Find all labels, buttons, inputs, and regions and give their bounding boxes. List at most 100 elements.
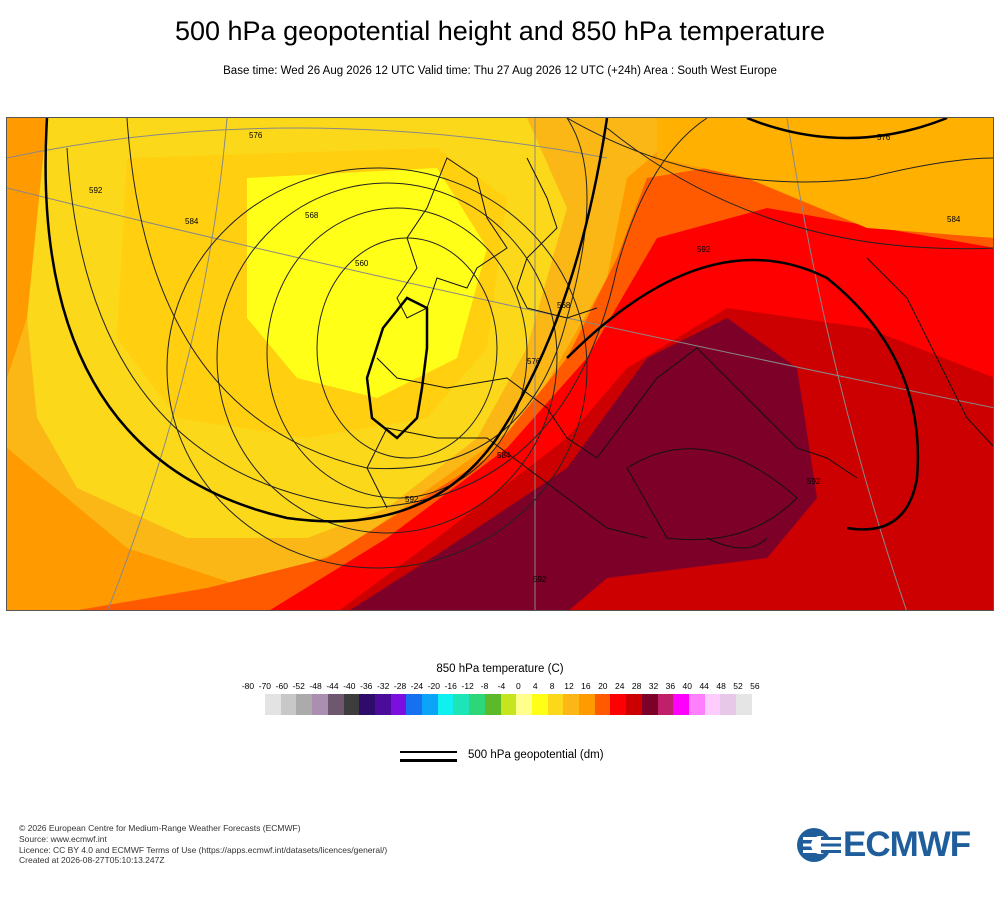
- colorbar-swatch: [704, 694, 721, 715]
- colorbar-tick-label: -32: [377, 681, 390, 691]
- colorbar-swatch: [437, 694, 454, 715]
- contour-label: 568: [305, 211, 319, 220]
- colorbar-swatch: [688, 694, 705, 715]
- geopotential-thick-contours: [44, 118, 948, 531]
- colorbar-swatch: [359, 694, 375, 715]
- colorbar-title: 850 hPa temperature (C): [436, 663, 564, 675]
- colorbar-swatch: [406, 694, 423, 715]
- colorbar-tick-label: 24: [614, 681, 625, 691]
- contour-label: 584: [185, 217, 199, 226]
- contour-label: 592: [807, 477, 821, 486]
- colorbar-tick-label: 28: [631, 681, 642, 691]
- contour-label: 568: [557, 301, 571, 310]
- temp-field-orange-w: [7, 118, 47, 378]
- contour-label: 584: [497, 451, 511, 460]
- colorbar-tick-label: 36: [665, 681, 676, 691]
- colorbar-tick-label: -44: [326, 681, 339, 691]
- ecmwf-emblem-icon: [797, 828, 841, 862]
- legend-line-thick: [400, 759, 457, 762]
- colorbar-swatch: [500, 694, 517, 715]
- colorbar-tick-label: 56: [750, 681, 760, 691]
- colorbar-swatch: [594, 694, 611, 715]
- contour-label: 576: [527, 357, 541, 366]
- temp-field-ne: [657, 118, 993, 238]
- map-svg: 576 568 560 584 592 576 584 592 568 576 …: [7, 118, 993, 610]
- colorbar-swatch: [547, 694, 564, 715]
- colorbar-swatch: [531, 694, 548, 715]
- colorbar-swatch: [563, 694, 580, 715]
- legend-line-thin: [400, 751, 457, 753]
- footer: © 2026 European Centre for Medium-Range …: [19, 823, 387, 866]
- colorbar-tick-label: 12: [564, 681, 574, 691]
- weather-map[interactable]: 576 568 560 584 592 576 584 592 568 576 …: [6, 117, 994, 611]
- colorbar-swatch: [280, 694, 297, 715]
- copyright-text: © 2026 European Centre for Medium-Range …: [19, 823, 301, 833]
- colorbar-swatch: [469, 694, 485, 715]
- created-text: Created at 2026-08-27T05:10:13.247Z: [19, 855, 165, 866]
- contour-label: 592: [405, 495, 419, 504]
- colorbar-tick-label: 40: [682, 681, 693, 691]
- colorbar-tick-label: -20: [427, 681, 440, 691]
- colorbar-tick-label: -24: [410, 681, 424, 691]
- colorbar-tick-label: -12: [461, 681, 474, 691]
- colorbar-swatch: [265, 694, 281, 715]
- contour-label: 576: [877, 133, 891, 142]
- colorbar-swatch: [296, 694, 313, 715]
- colorbar-tick-label: -4: [497, 681, 506, 691]
- geopotential-legend: 500 hPa geopotential (dm): [400, 748, 700, 766]
- colorbar-swatch: [657, 694, 674, 715]
- colorbar-swatch: [312, 694, 328, 715]
- graticule: [7, 118, 993, 610]
- colorbar-tick-label: 32: [648, 681, 659, 691]
- colorbar-swatch: [516, 694, 532, 715]
- colorbar-tick-label: -52: [292, 681, 305, 691]
- contour-label: 592: [533, 575, 547, 584]
- colorbar-swatch: [374, 694, 391, 715]
- contour-label: 592: [697, 245, 711, 254]
- geopotential-contours: [66, 118, 993, 569]
- colorbar-swatch: [343, 694, 360, 715]
- colorbar-tick-label: -36: [360, 681, 373, 691]
- chart-title: 500 hPa geopotential height and 850 hPa …: [174, 16, 825, 46]
- colorbar-tick-label: -60: [275, 681, 288, 691]
- colorbar-tick-label: 8: [549, 681, 555, 691]
- colorbar-swatch: [641, 694, 658, 715]
- colorbar-swatch: [673, 694, 689, 715]
- temp-field-hot-core: [350, 318, 817, 610]
- colorbar-tick-label: 52: [733, 681, 743, 691]
- colorbar-tick-label: 48: [716, 681, 726, 691]
- contour-label: 560: [355, 259, 369, 268]
- colorbar-tick-label: 4: [532, 681, 538, 691]
- colorbar-tick-label: -48: [309, 681, 322, 691]
- colorbar-swatch: [720, 694, 737, 715]
- coastlines: [366, 157, 993, 549]
- colorbar-tick-label: 44: [699, 681, 709, 691]
- legend-label: 500 hPa geopotential (dm): [468, 749, 604, 761]
- source-text: Source: www.ecmwf.int: [19, 833, 107, 844]
- colorbar-swatch: [327, 694, 344, 715]
- contour-labels: 576 568 560 584 592 576 584 592 568 576 …: [89, 131, 961, 584]
- colorbar-swatch: [453, 694, 470, 715]
- colorbar-tick-label: -28: [393, 681, 407, 691]
- colorbar-swatch: [610, 694, 627, 715]
- colorbar-tick-label: -40: [343, 681, 356, 691]
- colorbar-ticks: -80 -70 -60 -52 -48 -44 -40 -36 -32 -28 -24 -20 -16-…: [240, 681, 760, 693]
- contour-label: 576: [249, 131, 263, 140]
- colorbar-swatch: [579, 694, 595, 715]
- colorbar-swatch: [422, 694, 438, 715]
- colorbar-swatch: [484, 694, 501, 715]
- colorbar-tick-label: -16: [444, 681, 457, 691]
- colorbar-tick-label: -80: [241, 681, 255, 691]
- chart-subtitle: Base time: Wed 26 Aug 2026 12 UTC Valid …: [223, 65, 777, 77]
- colorbar-tick-label: 20: [598, 681, 608, 691]
- colorbar-tick-label: -8: [480, 681, 489, 691]
- colorbar-swatch: [736, 694, 752, 715]
- ecmwf-logo: ECMWF: [795, 826, 985, 864]
- colorbar-tick-label: 0: [515, 681, 521, 691]
- colorbar: [265, 694, 752, 715]
- colorbar-tick-label: 16: [581, 681, 591, 691]
- contour-label: 584: [947, 215, 961, 224]
- colorbar-swatch: [390, 694, 407, 715]
- licence-text: Licence: CC BY 4.0 and ECMWF Terms of Us…: [19, 844, 388, 855]
- colorbar-tick-label: -70: [258, 681, 272, 691]
